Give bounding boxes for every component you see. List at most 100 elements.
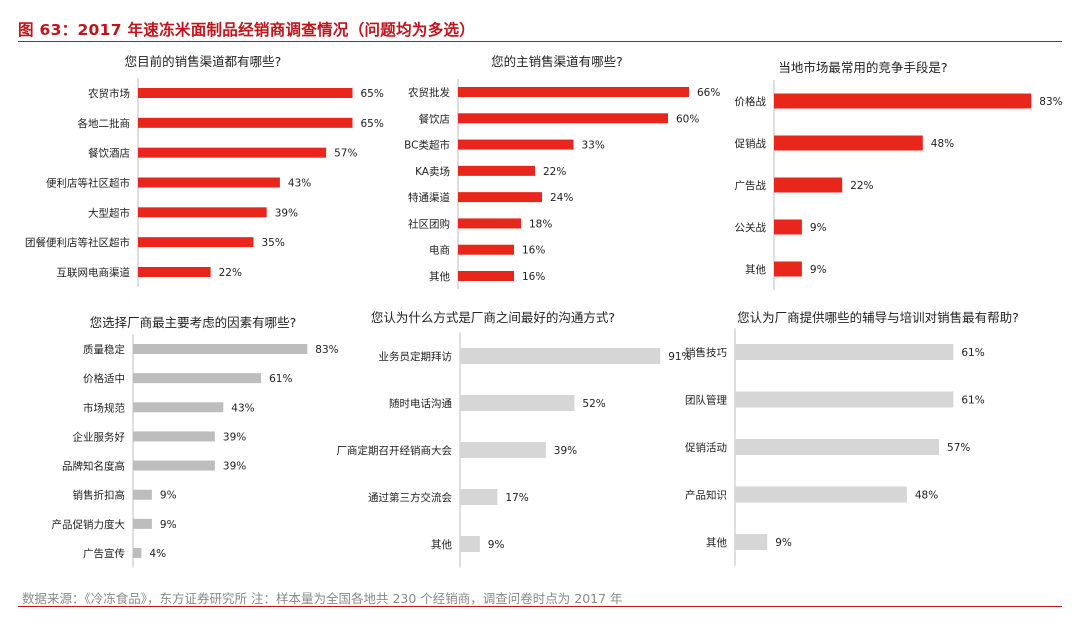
category-label: 品牌知名度高 [62, 460, 125, 473]
data-label: 83% [315, 344, 338, 356]
bar [133, 402, 224, 413]
chart-title: 您认为什么方式是厂商之间最好的沟通方式? [370, 310, 616, 325]
data-label: 83% [1039, 96, 1062, 108]
bar [133, 373, 262, 384]
category-label: 互联网电商渠道 [57, 266, 131, 279]
data-label: 39% [275, 207, 298, 219]
chart-title: 您目前的销售渠道都有哪些? [124, 54, 282, 69]
category-label: 公关战 [735, 221, 767, 234]
category-label: 销售技巧 [685, 346, 727, 359]
top-rule [18, 41, 1062, 42]
bar [458, 139, 574, 150]
category-label: 农贸批发 [408, 86, 450, 99]
bar [774, 93, 1032, 109]
data-label: 9% [160, 490, 177, 502]
category-label: 餐饮店 [419, 112, 451, 125]
bar [735, 391, 954, 408]
data-label: 48% [915, 490, 938, 502]
chart-title: 当地市场最常用的竞争手段是? [778, 60, 948, 75]
bar [458, 271, 514, 281]
category-label: 质量稳定 [83, 343, 125, 356]
data-label: 35% [262, 237, 285, 249]
data-label: 60% [676, 113, 699, 125]
category-label: 餐饮酒店 [88, 147, 130, 160]
bar [458, 165, 535, 176]
data-label: 91% [668, 351, 691, 363]
data-label: 16% [522, 271, 545, 283]
bar [138, 237, 254, 248]
bar [138, 117, 353, 128]
category-label: 其他 [706, 536, 727, 549]
category-label: 各地二批商 [78, 117, 131, 130]
bar [460, 442, 546, 458]
category-label: 价格适中 [83, 372, 125, 385]
bar [774, 261, 802, 277]
bar [133, 489, 152, 500]
bar [138, 267, 211, 277]
data-label: 9% [488, 539, 505, 551]
data-label: 9% [160, 519, 177, 531]
data-label: 61% [961, 395, 984, 407]
data-label: 9% [810, 264, 827, 276]
bar [460, 348, 661, 364]
bar [138, 177, 280, 188]
category-label: 价格战 [735, 95, 767, 108]
data-label: 66% [697, 87, 720, 99]
bar [460, 489, 498, 505]
bar [458, 244, 514, 255]
data-label: 22% [219, 267, 242, 279]
data-label: 52% [582, 398, 605, 410]
data-label: 16% [522, 245, 545, 257]
category-label: 随时电话沟通 [389, 397, 452, 410]
data-label: 39% [554, 445, 577, 457]
category-label: 广告战 [735, 179, 767, 192]
bar [774, 219, 802, 235]
data-label: 9% [810, 222, 827, 234]
data-label: 61% [961, 347, 984, 359]
category-label: 企业服务好 [73, 430, 126, 443]
data-label: 65% [361, 88, 384, 100]
data-label: 57% [334, 148, 357, 160]
bar [133, 344, 308, 354]
category-label: 其他 [745, 263, 766, 276]
category-label: 大型超市 [88, 206, 130, 219]
category-label: 促销战 [735, 137, 767, 150]
bar [133, 460, 215, 471]
category-label: 促销活动 [685, 441, 727, 454]
bar [133, 431, 215, 442]
data-label: 17% [505, 492, 528, 504]
data-label: 4% [149, 548, 166, 560]
bar [138, 88, 353, 98]
bar [458, 113, 668, 124]
bar [735, 534, 768, 550]
bar [735, 344, 954, 360]
data-label: 22% [543, 166, 566, 178]
category-label: 团队管理 [685, 394, 727, 407]
category-label: 便利店等社区超市 [46, 177, 130, 190]
data-label: 43% [288, 178, 311, 190]
category-label: 厂商定期召开经销商大会 [337, 444, 453, 457]
category-label: 特通渠道 [408, 191, 450, 204]
bar [138, 207, 267, 218]
data-label: 24% [550, 192, 573, 204]
category-label: 团餐便利店等社区超市 [25, 236, 130, 249]
bar [460, 536, 480, 552]
data-label: 65% [361, 118, 384, 130]
category-label: 通过第三方交流会 [368, 491, 452, 504]
chart-title: 您认为厂商提供哪些的辅导与培训对销售最有帮助? [737, 310, 1019, 325]
category-label: 农贸市场 [88, 87, 130, 100]
data-label: 39% [223, 461, 246, 473]
bar [774, 177, 843, 193]
data-label: 9% [775, 537, 792, 549]
bottom-rule [18, 606, 1062, 607]
chart-title: 您的主销售渠道有哪些? [491, 54, 623, 69]
figure-title: 图 63：2017 年速冻米面制品经销商调查情况（问题均为多选） [18, 21, 476, 39]
chart-title: 您选择厂商最主要考虑的因素有哪些? [89, 315, 297, 330]
bar [138, 147, 327, 158]
data-label: 61% [269, 373, 292, 385]
